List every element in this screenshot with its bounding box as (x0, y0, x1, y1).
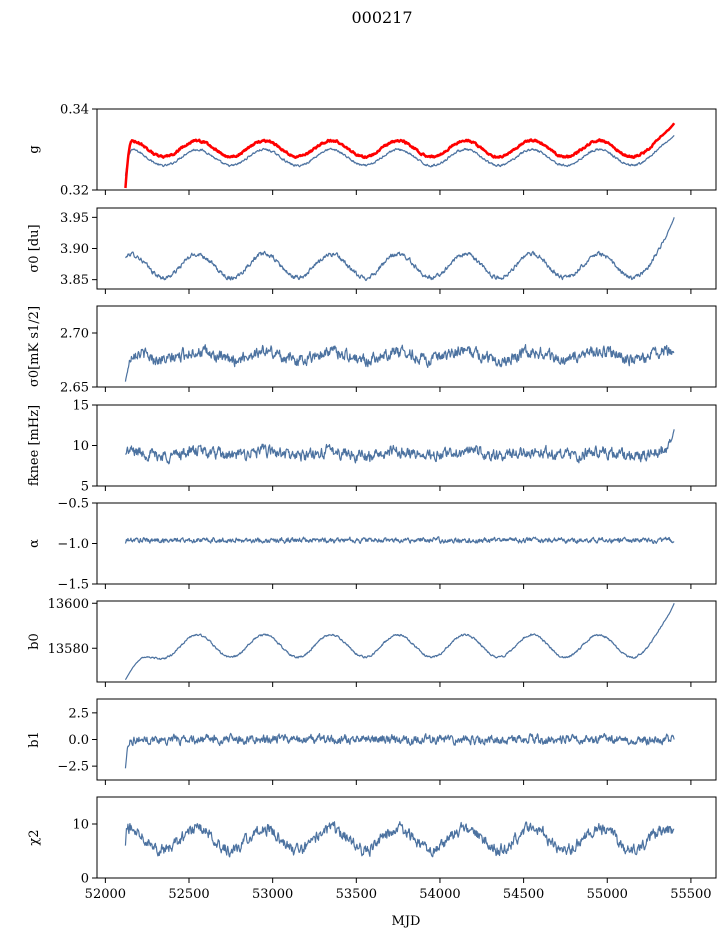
panel-6-frame (96, 600, 717, 683)
x-tick-label: 54000 (419, 887, 460, 902)
panel-1-y-axis-label: g (27, 145, 42, 153)
x-tick-label: 52500 (168, 887, 209, 902)
panel-7-y-axis-label: b1 (27, 731, 42, 748)
panel-7-y-tick-label: 0.0 (68, 733, 89, 748)
panel-6-y-tick-label: 13600 (48, 597, 89, 612)
panel-6-y-tick-label: 13580 (48, 642, 89, 657)
panel-8-series-1-line (124, 821, 675, 858)
panel-3-y-tick-label: 2.65 (60, 381, 89, 396)
panel-4-series-1-line (124, 429, 675, 465)
panel-8-y-tick-label: 10 (72, 818, 89, 833)
x-tick-label: 53000 (252, 887, 293, 902)
panel-1-series-1-line (124, 134, 675, 176)
x-tick-label: 52000 (85, 887, 126, 902)
panel-5-series-1-line (124, 536, 675, 544)
panel-4: 5 10 15 fknee [mHz] (27, 399, 717, 495)
x-tick-label: 53500 (336, 887, 377, 902)
panel-2-series-1-line (125, 217, 675, 282)
panel-4-y-axis-label: fknee [mHz] (27, 405, 42, 486)
x-tick-label: 55500 (670, 887, 711, 902)
panel-5-y-tick-label: −1.0 (57, 537, 89, 552)
panel-6: 13580 13600 b0 (27, 597, 717, 687)
panel-1-frame (96, 108, 717, 191)
panel-2-frame (96, 207, 717, 290)
panel-2-y-tick-label: 3.85 (60, 273, 89, 288)
panel-8: 0 10 52000 52500 53000 53500 54000 54500 55000 55… (27, 796, 717, 902)
panel-5-y-tick-label: −0.5 (57, 497, 89, 512)
panel-3: 2.65 2.70 σ0[mK s1/2] (27, 305, 717, 396)
x-tick-label: 55000 (587, 887, 628, 902)
panel-5: −1.5 −1.0 −0.5 α (27, 497, 717, 593)
panel-7-series-1-line (124, 732, 675, 769)
figure-title: 000217 (351, 8, 412, 27)
panel-5-y-tick-label: −1.5 (57, 578, 89, 593)
panel-1-y-tick-label: 0.32 (60, 184, 89, 199)
x-tick-label: 54500 (503, 887, 544, 902)
panel-3-y-axis-label: σ0[mK s1/2] (27, 306, 42, 387)
panel-4-frame (96, 404, 717, 487)
panel-2-y-tick-label: 3.90 (60, 242, 89, 257)
panel-8-y-tick-label: 0 (81, 872, 89, 887)
panel-3-series-1-line (124, 344, 675, 382)
x-axis-label: MJD (392, 914, 421, 929)
panel-1-series-2-line (124, 122, 676, 189)
panel-4-y-tick-label: 10 (72, 439, 89, 454)
panel-2: 3.85 3.90 3.95 σ0 [du] (27, 207, 717, 294)
panel-7-y-tick-label: 2.5 (68, 706, 89, 721)
panel-2-y-tick-label: 3.95 (60, 211, 89, 226)
panel-6-y-axis-label: b0 (27, 633, 42, 650)
panel-7-y-tick-label: −2.5 (57, 760, 89, 775)
panel-4-y-tick-label: 5 (81, 480, 89, 495)
panel-5-y-axis-label: α (27, 539, 42, 548)
panel-8-frame (96, 796, 717, 879)
panel-7: −2.5 0.0 2.5 b1 (27, 698, 717, 785)
panel-4-y-tick-label: 15 (72, 399, 89, 414)
panel-5-frame (96, 502, 717, 585)
panels-group: 0.32 0.34 g 3.85 3.90 3.95 σ0 [du] 2.65 2.70 σ0[m… (27, 103, 717, 902)
panel-3-y-tick-label: 2.70 (60, 327, 89, 342)
panel-6-series-1-line (124, 603, 675, 681)
panel-8-y-axis-label: χ2 (27, 829, 42, 845)
panel-3-frame (96, 305, 717, 388)
panel-2-y-axis-label: σ0 [du] (27, 224, 42, 272)
panel-1-y-tick-label: 0.34 (60, 103, 89, 118)
panel-1: 0.32 0.34 g (27, 103, 717, 199)
